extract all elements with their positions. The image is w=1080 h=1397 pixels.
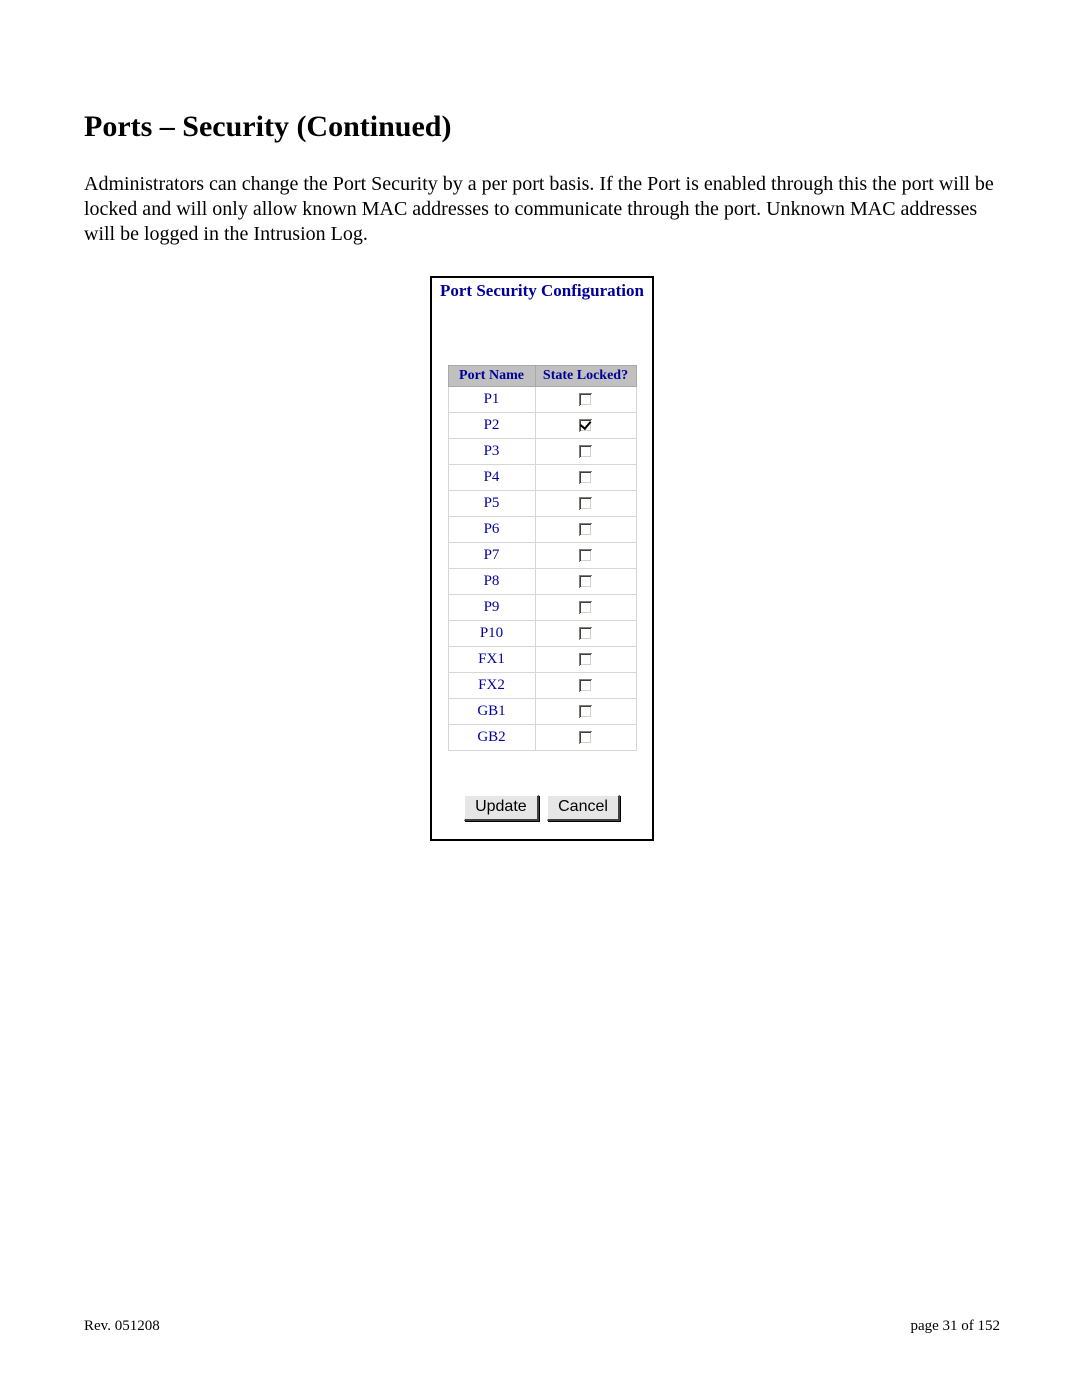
table-row: P3 <box>448 439 636 465</box>
port-state-cell <box>535 517 636 543</box>
state-locked-checkbox[interactable] <box>579 731 592 744</box>
state-locked-checkbox[interactable] <box>579 653 592 666</box>
state-locked-checkbox[interactable] <box>579 523 592 536</box>
state-locked-checkbox[interactable] <box>579 497 592 510</box>
port-state-cell <box>535 699 636 725</box>
port-security-panel: Port Security Configuration Port Name St… <box>430 276 654 841</box>
table-row: P9 <box>448 595 636 621</box>
page-heading: Ports – Security (Continued) <box>84 110 1000 144</box>
panel-title: Port Security Configuration <box>432 278 652 303</box>
port-state-cell <box>535 569 636 595</box>
column-header-port-name: Port Name <box>448 366 535 387</box>
port-state-cell <box>535 387 636 413</box>
port-name-cell: P5 <box>448 491 535 517</box>
table-header-row: Port Name State Locked? <box>448 366 636 387</box>
footer-revision: Rev. 051208 <box>84 1318 160 1335</box>
table-row: P4 <box>448 465 636 491</box>
port-state-cell <box>535 647 636 673</box>
table-row: P8 <box>448 569 636 595</box>
table-row: P10 <box>448 621 636 647</box>
port-state-cell <box>535 725 636 751</box>
port-name-cell: GB1 <box>448 699 535 725</box>
state-locked-checkbox[interactable] <box>579 601 592 614</box>
port-name-cell: FX2 <box>448 673 535 699</box>
port-state-cell <box>535 413 636 439</box>
description-paragraph: Administrators can change the Port Secur… <box>84 172 1000 246</box>
port-name-cell: FX1 <box>448 647 535 673</box>
port-state-cell <box>535 621 636 647</box>
panel-wrapper: Port Security Configuration Port Name St… <box>84 276 1000 841</box>
table-row: GB1 <box>448 699 636 725</box>
port-state-cell <box>535 439 636 465</box>
state-locked-checkbox[interactable] <box>579 471 592 484</box>
table-row: P2 <box>448 413 636 439</box>
table-row: FX2 <box>448 673 636 699</box>
port-name-cell: P3 <box>448 439 535 465</box>
state-locked-checkbox[interactable] <box>579 445 592 458</box>
state-locked-checkbox[interactable] <box>579 393 592 406</box>
port-name-cell: P6 <box>448 517 535 543</box>
state-locked-checkbox[interactable] <box>579 549 592 562</box>
table-row: P5 <box>448 491 636 517</box>
port-name-cell: P4 <box>448 465 535 491</box>
page-footer: Rev. 051208 page 31 of 152 <box>84 1318 1000 1335</box>
port-state-cell <box>535 595 636 621</box>
port-name-cell: P1 <box>448 387 535 413</box>
panel-spacer <box>432 303 652 365</box>
port-name-cell: P7 <box>448 543 535 569</box>
footer-page-number: page 31 of 152 <box>910 1318 1000 1335</box>
table-row: P1 <box>448 387 636 413</box>
column-header-state-locked: State Locked? <box>535 366 636 387</box>
table-row: P6 <box>448 517 636 543</box>
port-name-cell: P2 <box>448 413 535 439</box>
table-row: P7 <box>448 543 636 569</box>
state-locked-checkbox[interactable] <box>579 705 592 718</box>
document-page: Ports – Security (Continued) Administrat… <box>0 0 1080 1397</box>
table-row: GB2 <box>448 725 636 751</box>
state-locked-checkbox[interactable] <box>579 575 592 588</box>
port-security-table: Port Name State Locked? P1P2P3P4P5P6P7P8… <box>448 365 637 751</box>
table-row: FX1 <box>448 647 636 673</box>
port-state-cell <box>535 491 636 517</box>
cancel-button[interactable]: Cancel <box>547 795 620 821</box>
port-name-cell: P9 <box>448 595 535 621</box>
port-name-cell: P8 <box>448 569 535 595</box>
state-locked-checkbox[interactable] <box>579 679 592 692</box>
port-state-cell <box>535 543 636 569</box>
state-locked-checkbox[interactable] <box>579 627 592 640</box>
update-button[interactable]: Update <box>464 795 539 821</box>
panel-body: Port Name State Locked? P1P2P3P4P5P6P7P8… <box>432 303 652 839</box>
port-state-cell <box>535 673 636 699</box>
port-name-cell: P10 <box>448 621 535 647</box>
state-locked-checkbox[interactable] <box>579 419 592 432</box>
port-state-cell <box>535 465 636 491</box>
port-name-cell: GB2 <box>448 725 535 751</box>
button-row: Update Cancel <box>432 795 652 821</box>
